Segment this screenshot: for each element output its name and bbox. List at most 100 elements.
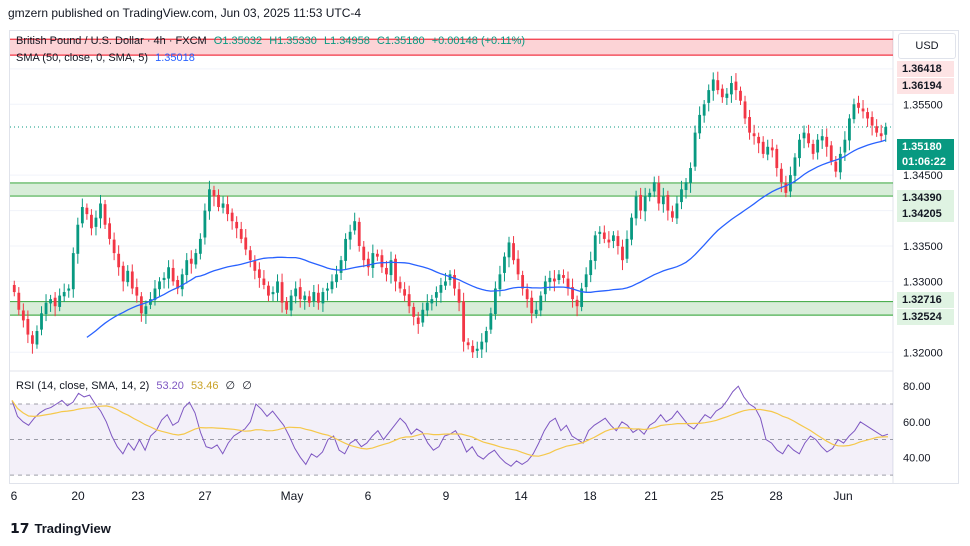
zone-2-bottom-tag: 1.34205 — [897, 206, 954, 222]
candle-body — [362, 246, 366, 261]
candle-body — [80, 207, 84, 224]
candle-body — [616, 236, 620, 246]
candle-body — [748, 117, 751, 133]
candle-body — [21, 310, 25, 321]
candle-body — [335, 274, 338, 283]
candle-body — [598, 231, 602, 234]
candle-body — [466, 342, 470, 346]
candle-body — [348, 231, 352, 240]
candle-body — [326, 288, 329, 291]
candle-body — [802, 132, 806, 139]
candle-body — [44, 302, 48, 315]
candle-body — [625, 238, 629, 259]
candle-body — [271, 292, 275, 295]
candle-body — [244, 237, 248, 250]
zone-2 — [10, 182, 893, 197]
candle-body — [167, 267, 170, 279]
zone-3 — [10, 301, 893, 316]
zone-layer — [10, 38, 893, 316]
candle-body — [779, 168, 783, 183]
main-legend[interactable]: British Pound / U.S. Dollar · 4h · FXCM … — [16, 35, 529, 47]
candle-body — [398, 282, 402, 289]
chart-frame[interactable] — [9, 30, 959, 484]
candle-body — [711, 79, 715, 91]
candle-body — [530, 297, 534, 314]
candle-body — [457, 289, 461, 303]
candle-layer — [12, 71, 888, 358]
candle-body — [303, 295, 307, 300]
candle-body — [657, 182, 661, 204]
candle-body — [725, 93, 729, 98]
candle-body — [775, 148, 779, 169]
candle-body — [194, 253, 198, 265]
candle-body — [294, 288, 298, 297]
rsi-ma-value: 53.46 — [190, 380, 219, 392]
candle-body — [285, 301, 289, 310]
change-value: +0.00148 (+0.11%) — [431, 35, 526, 47]
tradingview-logo[interactable]: 𝟭𝟳 TradingView — [10, 520, 111, 537]
candle-body — [185, 260, 189, 276]
x-tick-label: 18 — [583, 489, 597, 503]
candle-body — [230, 212, 234, 222]
candle-body — [217, 194, 220, 208]
candle-body — [820, 136, 824, 141]
candle-body — [453, 275, 456, 289]
x-tick-label: Jun — [833, 489, 852, 503]
candle-body — [239, 228, 243, 239]
rsi-legend[interactable]: RSI (14, close, SMA, 14, 2) 53.20 53.46 … — [16, 379, 256, 392]
candle-body — [90, 214, 93, 229]
sma-layer — [86, 139, 886, 338]
candle-body — [834, 161, 838, 172]
candle-body — [235, 221, 239, 229]
candle-body — [67, 288, 71, 291]
candle-body — [689, 168, 692, 183]
candle-body — [171, 267, 175, 282]
rsi-extra-2: ∅ — [242, 380, 252, 392]
candle-body — [221, 203, 225, 208]
candle-body — [276, 281, 279, 293]
candle-body — [870, 117, 874, 126]
candle-body — [330, 281, 334, 290]
candle-body — [94, 217, 98, 227]
candle-body — [793, 157, 797, 176]
candle-body — [144, 306, 148, 315]
candle-body — [149, 299, 152, 305]
candle-body — [121, 265, 125, 282]
candle-body — [675, 203, 679, 219]
candle-body — [280, 282, 284, 303]
candle-body — [180, 274, 184, 290]
candle-body — [489, 313, 493, 330]
candle-body — [298, 287, 302, 300]
candle-body — [838, 153, 842, 173]
candle-body — [257, 269, 261, 278]
currency-selector[interactable]: USD — [898, 33, 956, 59]
candle-body — [589, 260, 593, 276]
candle-body — [380, 255, 384, 268]
candle-body — [743, 101, 747, 119]
candle-body — [852, 104, 856, 120]
candle-body — [439, 284, 443, 293]
candle-body — [412, 306, 416, 317]
candle-body — [99, 203, 102, 219]
candle-body — [226, 204, 230, 215]
candle-body — [344, 238, 348, 261]
candle-body — [884, 126, 888, 135]
candle-body — [552, 278, 556, 282]
candle-body — [761, 141, 765, 154]
candle-body — [35, 331, 39, 345]
candle-body — [389, 260, 393, 276]
candle-body — [307, 296, 311, 303]
rsi-tick-label: 40.00 — [903, 452, 931, 464]
price-tick-label: 1.32000 — [903, 347, 943, 359]
candle-body — [117, 253, 121, 268]
candle-body — [58, 295, 62, 307]
candle-body — [17, 292, 21, 310]
rsi-layer — [10, 385, 893, 476]
candle-body — [634, 196, 638, 219]
candle-body — [153, 288, 157, 300]
candle-body — [444, 281, 447, 286]
candle-body — [534, 309, 538, 315]
candle-body — [407, 294, 411, 307]
sma-legend[interactable]: SMA (50, close, 0, SMA, 5) 1.35018 — [16, 52, 199, 64]
